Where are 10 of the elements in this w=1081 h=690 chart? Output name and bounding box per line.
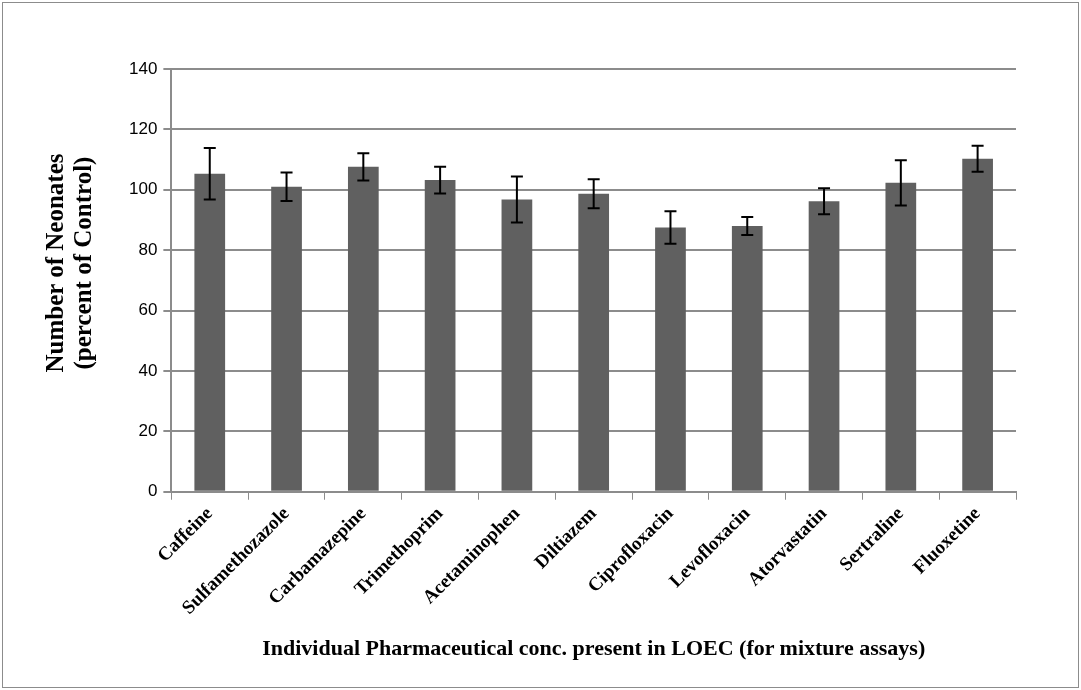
y-tick-label: 20 — [138, 421, 158, 441]
y-tick-label: 60 — [138, 300, 158, 320]
y-tick-label: 40 — [138, 360, 158, 380]
y-tick-label: 0 — [147, 481, 158, 501]
y-tick-label: 120 — [128, 119, 158, 139]
y-tick-label: 140 — [128, 58, 158, 78]
y-tick-label: 100 — [128, 179, 158, 199]
y-axis-title: Number of Neonates (percent of Control) — [41, 152, 97, 375]
x-axis-title: Individual Pharmaceutical conc. present in LOEC (for mixture assays) — [262, 635, 926, 661]
y-tick-label: 80 — [138, 239, 158, 259]
